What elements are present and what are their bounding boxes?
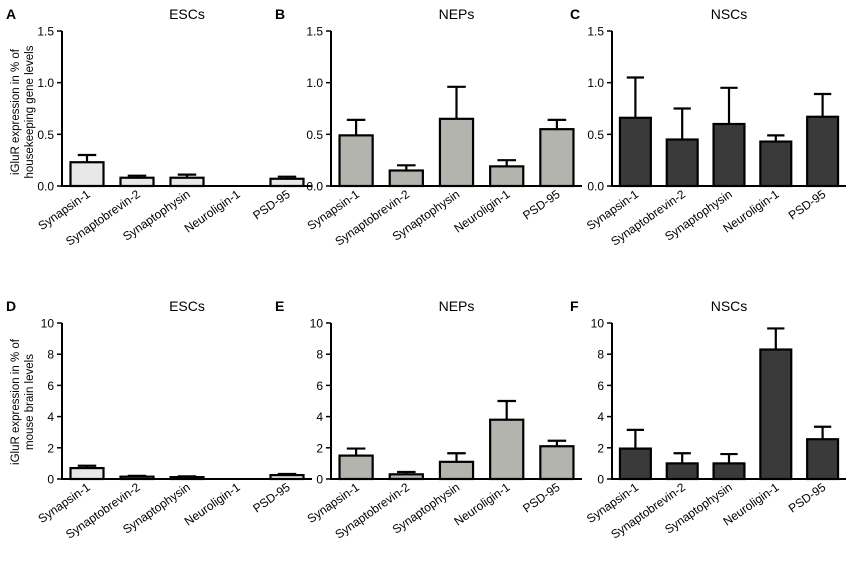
y-tick-label: 0.5: [306, 128, 323, 142]
category-label: PSD-95: [786, 187, 829, 223]
y-tick-label: 2: [47, 441, 54, 455]
y-tick-label: 1.5: [37, 25, 54, 39]
chart-panel-a: A ESCsSynapsin-1Synaptobrevin-2Synaptophy…: [6, 6, 312, 249]
y-tick-label: 10: [591, 317, 605, 331]
bar-synaptobrevin-2: [388, 169, 424, 188]
y-tick-label: 6: [597, 379, 604, 393]
y-tick-label: 10: [310, 317, 324, 331]
bar-synaptobrevin-2: [665, 138, 699, 188]
y-tick-label: 1.5: [306, 25, 323, 39]
bar-synapsin-1: [618, 116, 652, 188]
bar-psd-95: [539, 445, 575, 481]
y-tick-label: 10: [41, 317, 55, 331]
bar-psd-95: [806, 115, 840, 188]
panels-group: A ESCsSynapsin-1Synaptobrevin-2Synaptophy…: [6, 6, 846, 542]
y-tick-label: 0: [47, 473, 54, 487]
y-tick-label: 0.0: [306, 180, 323, 194]
y-axis-title-bottom-line2: mouse brain levels: [24, 354, 36, 450]
panel-letter: F: [570, 298, 579, 314]
panel-letter: B: [275, 6, 285, 22]
bar-psd-95: [806, 438, 840, 481]
category-label: PSD-95: [250, 480, 293, 516]
panel-title: ESCs: [169, 6, 205, 22]
y-tick-label: 0.5: [37, 128, 54, 142]
y-tick-label: 8: [316, 348, 323, 362]
panel-title: NSCs: [711, 298, 748, 314]
category-label: Neuroligin-1: [451, 480, 512, 529]
y-axis-title-bottom-line1: iGluR expression in % of: [10, 338, 22, 465]
bar-neuroligin-1: [759, 140, 793, 188]
bar-synaptophysin: [438, 117, 475, 188]
bar-synapsin-1: [69, 161, 105, 188]
y-tick-label: 0.0: [587, 180, 604, 194]
category-label: PSD-95: [520, 480, 563, 516]
panel-title: NEPs: [439, 6, 475, 22]
bar-synapsin-1: [69, 466, 105, 481]
bar-psd-95: [539, 128, 575, 188]
y-tick-label: 2: [597, 441, 604, 455]
bar-synapsin-1: [338, 454, 374, 481]
category-label: Neuroligin-1: [182, 480, 243, 529]
y-tick-label: 8: [47, 348, 54, 362]
bar-synaptobrevin-2: [119, 176, 155, 188]
panel-title: ESCs: [169, 298, 205, 314]
y-tick-label: 4: [597, 410, 604, 424]
bar-psd-95: [269, 177, 305, 188]
y-tick-label: 1.0: [37, 76, 54, 90]
chart-panel-d: D ESCsSynapsin-1Synaptobrevin-2Synaptophy…: [6, 298, 312, 542]
y-tick-label: 1.0: [306, 76, 323, 90]
category-label: PSD-95: [786, 480, 829, 516]
chart-panel-e: E NEPsSynapsin-1Synaptobrevin-2Synaptophy…: [275, 298, 582, 542]
chart-panel-b: B NEPsSynapsin-1Synaptobrevin-2Synaptophy…: [275, 6, 582, 249]
chart-panel-c: C NSCsSynapsin-1Synaptobrevin-2Synaptophy…: [570, 6, 846, 249]
category-label: PSD-95: [520, 187, 563, 223]
bar-synaptophysin: [712, 122, 746, 188]
category-label: Neuroligin-1: [451, 187, 512, 236]
bar-synaptophysin: [712, 462, 746, 481]
y-tick-label: 1.5: [587, 25, 604, 39]
panel-title: NEPs: [439, 298, 475, 314]
panel-letter: A: [6, 6, 16, 22]
y-tick-label: 4: [47, 410, 54, 424]
y-tick-label: 6: [47, 379, 54, 393]
panel-title: NSCs: [711, 6, 748, 22]
panel-letter: C: [570, 6, 580, 22]
y-tick-label: 0: [597, 473, 604, 487]
y-tick-label: 0.0: [37, 180, 54, 194]
chart-panel-f: F NSCsSynapsin-1Synaptobrevin-2Synaptophy…: [570, 298, 846, 542]
bar-synapsin-1: [338, 134, 374, 188]
y-axis-title-top-line2: housekeeping gene levels: [24, 45, 36, 178]
category-label: Neuroligin-1: [182, 187, 243, 236]
bar-synaptophysin: [169, 176, 205, 188]
y-tick-label: 0.5: [587, 128, 604, 142]
panel-letter: E: [275, 298, 284, 314]
y-tick-label: 2: [316, 441, 323, 455]
y-tick-label: 4: [316, 410, 323, 424]
bar-neuroligin-1: [489, 418, 525, 481]
bar-synapsin-1: [618, 447, 652, 481]
panel-letter: D: [6, 298, 16, 314]
y-tick-label: 8: [597, 348, 604, 362]
bar-neuroligin-1: [759, 348, 793, 481]
y-tick-label: 0: [316, 473, 323, 487]
category-label: PSD-95: [250, 187, 293, 223]
y-tick-label: 1.0: [587, 76, 604, 90]
y-axis-title-top-line1: iGluR expression in % of: [10, 48, 22, 175]
bar-neuroligin-1: [489, 165, 525, 188]
bar-synaptobrevin-2: [665, 462, 699, 481]
bar-synaptophysin: [438, 460, 475, 481]
y-tick-label: 6: [316, 379, 323, 393]
